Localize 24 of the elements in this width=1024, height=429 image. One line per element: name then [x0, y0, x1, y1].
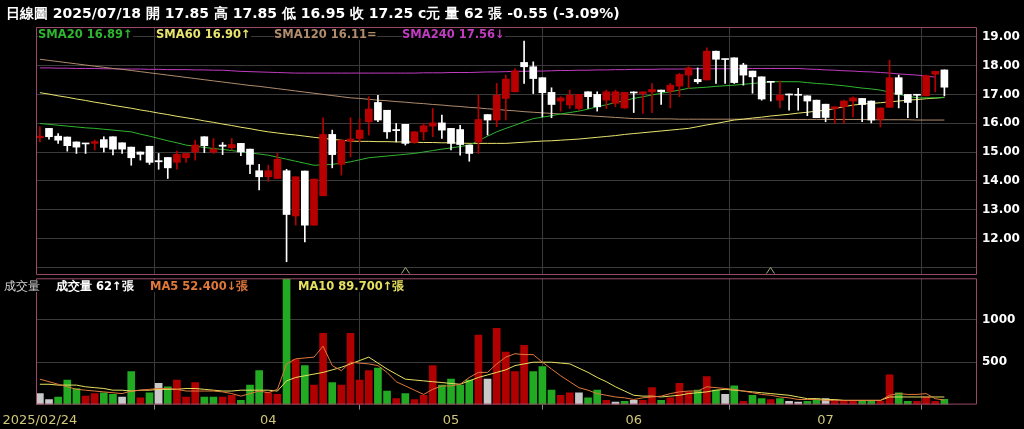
text: MA5 52.400↓張 [150, 279, 249, 293]
annotation: 成交量 62↑張 [56, 279, 134, 293]
y-tick-label: 12.00 [982, 230, 1020, 245]
y-tick-label: 18.00 [982, 57, 1020, 72]
chart-title: 成交量 [4, 279, 40, 293]
y-tick-label: 14.00 [982, 172, 1020, 187]
text: SMA60 16.90↑ [156, 26, 251, 41]
x-tick-label: 04 [260, 411, 277, 427]
chart-title: 日線圖 2025/07/18 開 17.85 高 17.85 低 16.95 收 17.25 c元 量 62 張 -0.55 (-3.09%) [5, 4, 621, 23]
y-tick-label: 1000 [982, 311, 1016, 326]
x-tick-label: 05 [442, 411, 460, 427]
y-tick-label: 500 [982, 354, 1008, 369]
y-tick-label: 17.00 [982, 86, 1020, 101]
text: SMA120 16.11= [274, 26, 377, 41]
y-tick-label: 15.00 [982, 144, 1020, 159]
x-tick-label: 2025/02/24 [2, 411, 78, 427]
y-tick-label: 16.00 [982, 115, 1020, 130]
x-tick-label: 07 [817, 411, 834, 427]
text: MA10 89.700↑張 [298, 279, 405, 293]
x-tick-label: 06 [625, 411, 643, 427]
text: SMA20 16.89↑ [38, 26, 133, 41]
text: SMA240 17.56↓ [402, 26, 505, 41]
y-tick-label: 13.00 [982, 201, 1020, 216]
y-tick-label: 19.00 [982, 28, 1020, 43]
